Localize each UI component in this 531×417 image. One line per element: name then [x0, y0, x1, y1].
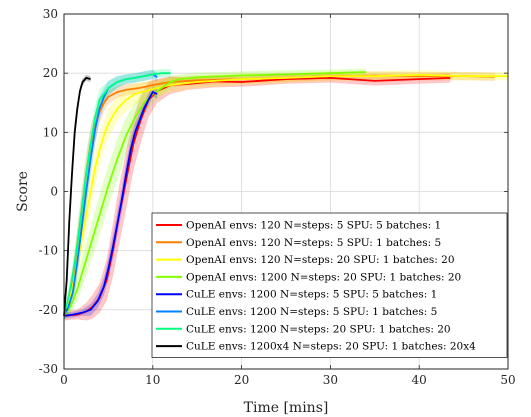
legend-item-7: CuLE envs: 1200x4 N=steps: 20 SPU: 1 bat… [156, 341, 476, 353]
y-tick-label-3: 0 [50, 185, 58, 199]
x-tick-label-4: 40 [412, 373, 427, 387]
legend-item-0: OpenAI envs: 120 N=steps: 5 SPU: 5 batch… [156, 220, 441, 232]
x-tick-label-1: 10 [145, 373, 160, 387]
legend-item-5: CuLE envs: 1200 N=steps: 5 SPU: 1 batche… [156, 306, 437, 318]
series-band-1 [64, 71, 495, 321]
legend-items: OpenAI envs: 120 N=steps: 5 SPU: 5 batch… [156, 220, 476, 353]
y-tick-label-5: 20 [43, 66, 58, 80]
legend-item-4: CuLE envs: 1200 N=steps: 5 SPU: 5 batche… [156, 289, 437, 301]
legend: OpenAI envs: 120 N=steps: 5 SPU: 5 batch… [151, 212, 508, 358]
x-tick-label-5: 50 [500, 373, 515, 387]
legend-label-5: CuLE envs: 1200 N=steps: 5 SPU: 1 batche… [186, 306, 437, 318]
series-line-6 [63, 72, 171, 317]
series-band-6 [64, 69, 171, 321]
series-line-4 [63, 91, 158, 317]
legend-label-2: OpenAI envs: 120 N=steps: 20 SPU: 1 batc… [186, 254, 455, 266]
series-band-5 [64, 69, 158, 321]
legend-label-3: OpenAI envs: 1200 N=steps: 20 SPU: 1 bat… [186, 271, 461, 283]
legend-label-1: OpenAI envs: 120 N=steps: 5 SPU: 1 batch… [186, 237, 441, 249]
legend-item-3: OpenAI envs: 1200 N=steps: 20 SPU: 1 bat… [156, 271, 461, 283]
x-tick-label-0: 0 [60, 373, 68, 387]
legend-item-2: OpenAI envs: 120 N=steps: 20 SPU: 1 batc… [156, 254, 455, 266]
axis-ticks: 0 10 20 30 40 50 -30 -20 -10 0 10 20 30 [39, 7, 516, 387]
series-band-0 [64, 73, 451, 321]
series-line-3 [63, 71, 366, 317]
y-axis-label: Score [15, 171, 31, 212]
y-tick-label-4: 10 [43, 125, 58, 139]
y-tick-label-2: -10 [39, 244, 58, 258]
x-axis-label: Time [mins] [244, 400, 329, 416]
y-tick-label-1: -20 [39, 303, 58, 317]
y-tick-label-0: -30 [39, 362, 58, 376]
series-line-2 [63, 74, 508, 317]
legend-box [151, 212, 508, 358]
legend-label-6: CuLE envs: 1200 N=steps: 20 SPU: 1 batch… [186, 323, 451, 335]
x-tick-label-3: 30 [323, 373, 338, 387]
legend-item-6: CuLE envs: 1200 N=steps: 20 SPU: 1 batch… [156, 323, 451, 335]
legend-label-0: OpenAI envs: 120 N=steps: 5 SPU: 5 batch… [186, 220, 441, 232]
legend-label-4: CuLE envs: 1200 N=steps: 5 SPU: 5 batche… [186, 289, 437, 301]
x-tick-label-2: 20 [234, 373, 249, 387]
legend-item-1: OpenAI envs: 120 N=steps: 5 SPU: 1 batch… [156, 237, 441, 249]
legend-label-7: CuLE envs: 1200x4 N=steps: 20 SPU: 1 bat… [186, 341, 476, 353]
y-tick-label-6: 30 [43, 7, 58, 21]
